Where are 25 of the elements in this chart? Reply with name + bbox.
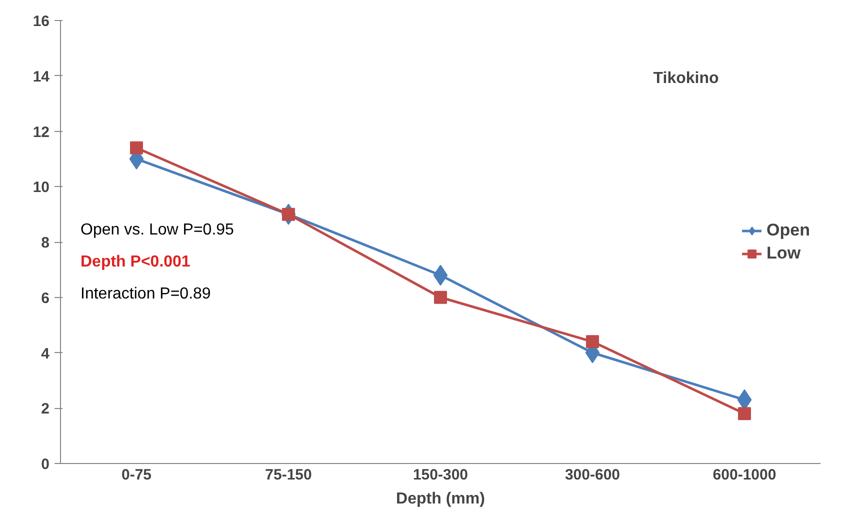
legend-label: Low: [766, 243, 801, 263]
y-tick-label: 10: [32, 179, 50, 196]
y-tick-label: 8: [41, 234, 50, 252]
point: [586, 335, 599, 348]
y-tick-label: 12: [32, 124, 50, 141]
y-tick-label: 16: [32, 13, 50, 30]
annotation: Open vs. Low P=0.95: [80, 222, 234, 238]
x-tick-label: 75-150: [265, 466, 312, 484]
point: [434, 290, 447, 304]
y-tick-label: 6: [41, 290, 50, 307]
x-tick-label: 0-75: [121, 466, 152, 484]
y-tick-label: 14: [32, 68, 50, 86]
x-axis-title: Depth (mm): [396, 490, 485, 508]
x-tick-label: 600-1000: [712, 466, 776, 484]
point: [130, 141, 143, 154]
x-tick-label: 300-600: [564, 466, 620, 484]
annotation: Tikokino: [653, 70, 720, 87]
y-tick-label: 4: [41, 345, 50, 362]
point: [738, 407, 751, 420]
y-tick-label: 2: [41, 400, 50, 418]
annotation: Depth P<0.001: [80, 254, 190, 270]
legend-label: Open: [766, 220, 810, 240]
annotation: Interaction P=0.89: [80, 286, 211, 302]
x-tick-label: 150-300: [412, 466, 468, 484]
y-tick-label: 0: [41, 456, 50, 473]
